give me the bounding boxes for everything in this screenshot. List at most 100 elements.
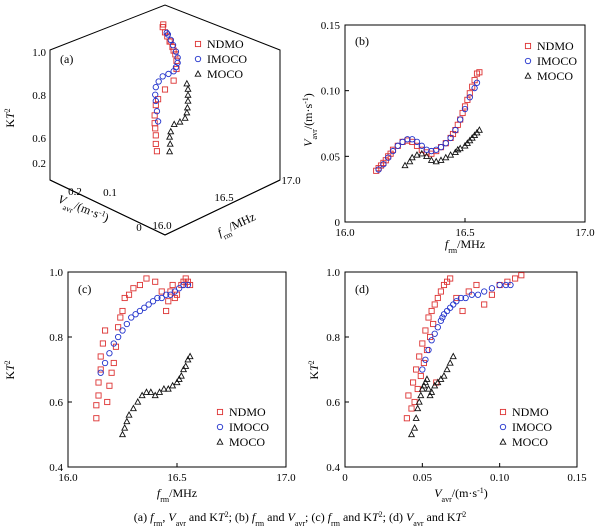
data-point-moco	[418, 149, 426, 157]
data-point-imoco	[165, 70, 172, 78]
data-point-imoco	[453, 298, 460, 305]
data-point-moco	[449, 352, 457, 360]
data-point-ndmo	[425, 314, 432, 321]
data-point-imoco	[152, 91, 159, 98]
data-point-imoco	[174, 54, 181, 61]
panel-a-f-axis	[164, 179, 281, 236]
data-point-ndmo	[110, 359, 117, 367]
data-point-ndmo	[95, 392, 102, 399]
data-point-ndmo	[119, 307, 126, 315]
data-point-ndmo	[158, 288, 165, 295]
panel-b-y-label: Vavr/(m·s-1)	[301, 93, 319, 147]
data-point-imoco	[164, 31, 172, 38]
data-point-imoco	[471, 84, 478, 92]
legend-marker-moco	[216, 438, 224, 445]
panel-a-3d-chart: (a) 1.0 0.8 0.6 0.2 KT2 0.2 0.1 0 Vavr/(…	[3, 4, 301, 242]
y-tick-label: 1.0	[326, 267, 340, 279]
data-point-ndmo	[169, 281, 176, 289]
data-point-moco	[443, 365, 451, 373]
panel-a-f-tick-2: 16.5	[214, 192, 234, 204]
data-point-imoco	[167, 291, 174, 298]
data-point-imoco	[389, 147, 397, 155]
data-point-imoco	[461, 105, 469, 113]
data-point-ndmo	[152, 132, 159, 139]
data-point-moco	[454, 145, 462, 153]
data-point-ndmo	[459, 307, 466, 315]
data-point-imoco	[169, 41, 177, 49]
data-point-ndmo	[167, 288, 174, 295]
legend-label-moco: MOCO	[207, 67, 243, 81]
data-point-imoco	[443, 307, 451, 315]
data-point-ndmo	[437, 288, 444, 295]
data-point-moco	[125, 411, 133, 418]
data-point-moco	[420, 381, 428, 389]
data-point-imoco	[132, 311, 139, 318]
legend-marker-imoco	[194, 55, 202, 63]
data-point-moco	[181, 114, 189, 121]
data-point-imoco	[440, 311, 448, 318]
data-point-ndmo	[152, 125, 159, 132]
data-point-moco	[415, 398, 423, 405]
data-point-imoco	[466, 94, 473, 101]
panel-d-y-label: KT2	[307, 360, 322, 379]
data-point-imoco	[106, 350, 113, 357]
data-point-imoco	[380, 161, 387, 168]
data-point-ndmo	[408, 405, 415, 412]
data-point-imoco	[141, 304, 148, 311]
legend-label-imoco: IMOCO	[229, 420, 269, 434]
data-point-ndmo	[125, 291, 133, 298]
data-point-moco	[183, 103, 191, 111]
data-point-imoco	[468, 291, 475, 298]
legend-marker-moco	[499, 438, 507, 445]
panel-a-z-tick-3: 0.6	[32, 133, 46, 145]
legend-label-moco: MOCO	[537, 69, 573, 83]
data-point-moco	[431, 381, 439, 389]
data-point-imoco	[158, 294, 165, 302]
data-point-moco	[169, 381, 177, 389]
data-point-ndmo	[187, 281, 194, 289]
data-point-ndmo	[409, 138, 416, 145]
data-point-ndmo	[512, 275, 519, 282]
data-point-imoco	[481, 288, 488, 295]
data-point-imoco	[97, 369, 104, 376]
x-tick-label: 0	[342, 472, 348, 484]
data-point-imoco	[474, 291, 482, 298]
panel-d-label: (d)	[355, 282, 369, 296]
data-point-moco	[142, 388, 151, 395]
panel-a-z-label: KT2	[3, 108, 18, 127]
data-point-moco	[423, 152, 431, 159]
data-point-imoco	[413, 138, 421, 146]
data-point-ndmo	[431, 301, 438, 308]
data-point-ndmo	[444, 278, 451, 285]
data-point-ndmo	[121, 294, 128, 302]
panel-c-x-label: frm/MHz	[157, 486, 197, 504]
data-point-imoco	[447, 304, 454, 311]
y-tick-label: 1.0	[49, 267, 63, 279]
data-point-ndmo	[417, 372, 424, 380]
data-point-ndmo	[173, 291, 181, 298]
legend-label-ndmo: NDMO	[229, 405, 266, 419]
data-point-moco	[129, 404, 137, 412]
panel-a-marks	[151, 21, 192, 155]
data-point-ndmo	[405, 392, 412, 399]
x-tick-label: 0.10	[490, 472, 510, 484]
data-point-imoco	[447, 134, 454, 142]
data-point-ndmo	[419, 340, 426, 347]
panel-a-label: (a)	[60, 52, 73, 66]
x-tick-label: 17.0	[276, 472, 296, 484]
data-point-moco	[427, 156, 435, 163]
data-point-moco	[408, 153, 416, 161]
x-tick-label: 16.5	[455, 227, 475, 239]
y-tick-label: 0.6	[49, 397, 63, 409]
data-point-ndmo	[99, 340, 106, 347]
data-point-imoco	[502, 281, 510, 289]
x-tick-label: 0.05	[413, 472, 433, 484]
data-point-imoco	[145, 301, 152, 308]
data-point-imoco	[428, 337, 435, 344]
y-tick-label: 0.15	[321, 20, 341, 32]
data-point-moco	[118, 430, 127, 438]
data-point-moco	[432, 157, 440, 165]
data-point-imoco	[457, 294, 465, 302]
data-point-imoco	[163, 29, 170, 36]
